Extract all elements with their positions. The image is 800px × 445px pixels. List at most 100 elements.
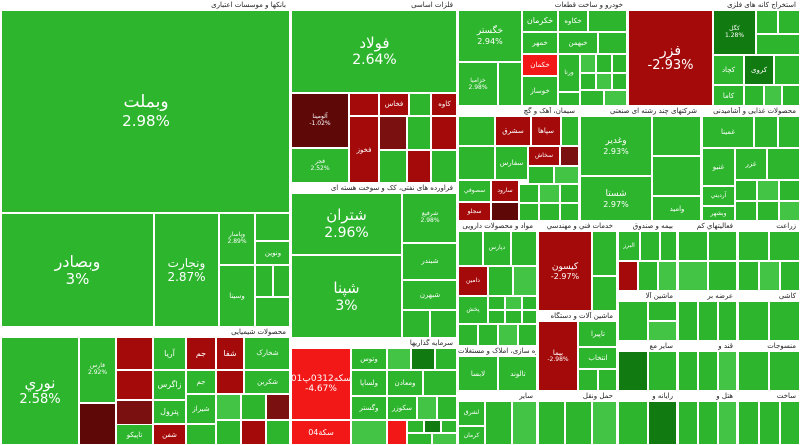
tile-kherman[interactable]: کرمان [458,426,485,444]
tile-small[interactable] [519,203,539,220]
tile-foolad[interactable]: فولاد 2.64% [291,10,456,93]
tile-alomina[interactable]: آلومينا -1.02% [291,93,349,148]
tile-small[interactable] [596,73,612,90]
tile-small[interactable] [764,85,782,105]
tile-small[interactable] [592,401,616,444]
tile-small[interactable] [718,301,736,340]
tile-small[interactable] [417,396,437,420]
tile-sofsoi[interactable]: سصوفي [458,180,491,202]
tile-small[interactable] [660,231,676,261]
tile-vsina[interactable]: وسينا [219,265,255,326]
tile-s3[interactable]: سخاش [528,146,560,166]
tile-sarom[interactable]: سارود [491,180,519,202]
tile-small[interactable] [592,276,616,310]
tile-khkaman[interactable]: خکمان [522,54,558,76]
tile-vrena[interactable]: ورنا [558,54,580,92]
tile-small[interactable] [640,231,660,261]
tile-small[interactable] [756,34,799,55]
tile-small[interactable] [578,369,598,390]
tile-small[interactable] [778,116,799,148]
tile-dparsp[interactable]: دامين [458,266,488,296]
tile-small-dn[interactable] [79,403,116,444]
tile-small[interactable] [498,62,522,105]
tile-small[interactable] [769,351,799,390]
tile-small[interactable] [708,231,736,261]
tile-small[interactable] [718,401,736,444]
tile-pkhsh[interactable]: پخش [458,296,488,324]
tile-small[interactable] [782,85,799,105]
tile-small[interactable] [652,156,700,196]
tile-shrafi[interactable]: شرفيع 2.98% [402,193,456,243]
tile-small[interactable] [522,310,536,324]
tile-shekhap[interactable]: شخارک [244,337,289,370]
tile-small[interactable] [505,310,522,324]
tile-small[interactable] [441,420,456,433]
tile-small[interactable] [561,116,578,146]
tile-small[interactable] [618,401,648,444]
tile-shatran[interactable]: شتران 2.96% [291,193,402,255]
tile-small[interactable] [458,146,495,180]
tile-ardine[interactable]: آرديني [702,186,735,206]
tile-small[interactable] [648,301,676,321]
tile-small[interactable] [458,231,483,266]
tile-vbsader[interactable]: وبصادر 3% [1,213,154,326]
tile-vbshahr[interactable]: وبشهر [702,206,735,220]
tile-small-dn[interactable] [116,337,153,370]
tile-small[interactable] [580,73,596,90]
tile-shapna[interactable]: شپنا 3% [291,255,402,337]
tile-small[interactable] [424,420,441,433]
tile-vbmellat[interactable]: وبملت 2.98% [1,10,289,213]
tile-small[interactable] [565,401,592,444]
tile-fajr[interactable]: فجر 2.52% [291,148,349,182]
tile-small[interactable] [596,54,612,73]
tile-small[interactable] [431,150,456,182]
tile-small[interactable] [216,394,241,420]
tile-small-dn[interactable] [241,420,266,444]
tile-small[interactable] [498,324,518,345]
tile-small[interactable] [780,401,799,444]
tile-sahsh[interactable]: سشرق [495,116,531,146]
tile-small[interactable] [255,265,273,297]
tile-kama[interactable]: کاما [713,85,744,105]
tile-small[interactable] [488,296,505,310]
tile-shasta[interactable]: شستا 2.97% [580,176,652,220]
tile-small[interactable] [458,116,495,146]
tile-small-dn[interactable] [116,370,153,400]
tile-vbank[interactable]: وتوس [351,348,387,370]
tile-small[interactable] [554,166,578,184]
tile-small[interactable] [738,301,769,340]
tile-khgostar[interactable]: خگستر 2.94% [458,10,522,62]
tile-ghnivo[interactable]: غنيو [702,148,735,186]
tile-small[interactable] [513,266,536,296]
tile-tnavsat[interactable]: تالوند [498,356,536,390]
tile-khodro[interactable]: خزامیا 2.98% [458,62,498,105]
tile-lashar[interactable]: لشرق [458,401,485,426]
tile-small[interactable] [580,90,604,105]
tile-small[interactable] [488,266,513,296]
tile-vpasar[interactable]: وپاسار 2.89% [219,213,255,265]
tile-vaptasan[interactable]: ومعادن [387,370,423,396]
tile-small-dn[interactable] [560,146,578,166]
tile-vnovin[interactable]: ونوین [255,241,289,265]
tile-small[interactable] [522,296,536,310]
tile-shbandar[interactable]: شبندر [402,243,456,280]
tile-small[interactable] [759,401,780,444]
tile-fezar[interactable]: فزر -2.93% [628,10,713,105]
tile-vgostar[interactable]: وگستر [351,396,387,420]
tile-small[interactable] [738,261,759,290]
tile-small[interactable] [241,394,266,420]
tile-small-dn[interactable] [407,150,431,182]
tile-small[interactable] [255,297,289,326]
tile-small[interactable] [379,150,407,182]
tile-ghmina[interactable]: غمينا [702,116,754,148]
tile-small-dn[interactable] [379,116,407,150]
tile-small[interactable] [560,203,578,220]
tile-small[interactable] [759,261,780,290]
tile-small[interactable] [538,401,565,444]
tile-vamid[interactable]: واميد [652,196,700,220]
tile-kegol[interactable]: کگل 1.28% [713,10,756,55]
tile-vghadir[interactable]: وغدير 2.93% [580,116,652,176]
tile-kaveh2[interactable]: کروی [744,55,774,85]
tile-small[interactable] [698,301,718,340]
tile-small[interactable] [678,301,698,340]
